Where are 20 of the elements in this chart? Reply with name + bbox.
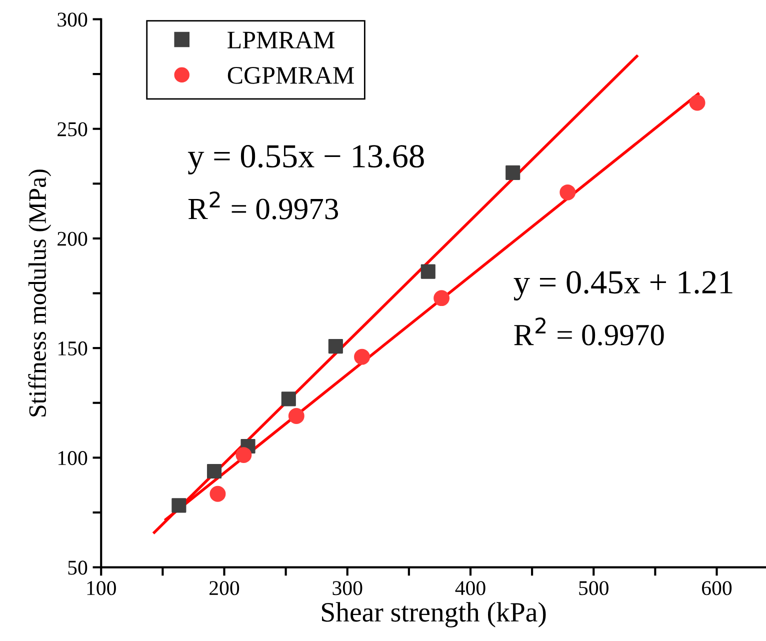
legend-label: CGPMRAM (228, 67, 354, 84)
x-tick-label: 100 (87, 581, 116, 596)
x-tick-label: 500 (579, 581, 608, 596)
y-tick-label: 100 (58, 451, 88, 466)
x-tick-label: 300 (332, 581, 362, 596)
y-tick-label: 300 (58, 12, 88, 27)
y-tick-label: 200 (58, 232, 88, 246)
x-axis-title: Shear strength (kPa) (322, 602, 546, 628)
x-tick-label: 400 (455, 581, 486, 596)
x-tick-label: 200 (210, 581, 240, 596)
annotation: y = 0.45x + 1.21 (514, 271, 732, 300)
annotation: R$^{2}$ = 0.9970 (514, 318, 664, 346)
y-tick-label: 250 (58, 122, 88, 136)
annotation: y = 0.55x − 13.68 (188, 145, 424, 174)
y-tick-label: 50 (68, 560, 88, 575)
y-axis-title: Stiffness modulus (MPa) (28, 170, 52, 416)
y-tick-label: 150 (58, 341, 88, 356)
x-tick-label: 600 (702, 581, 732, 596)
legend-label: LPMRAM (228, 32, 334, 48)
annotation: R$^{2}$ = 0.9973 (188, 191, 338, 220)
